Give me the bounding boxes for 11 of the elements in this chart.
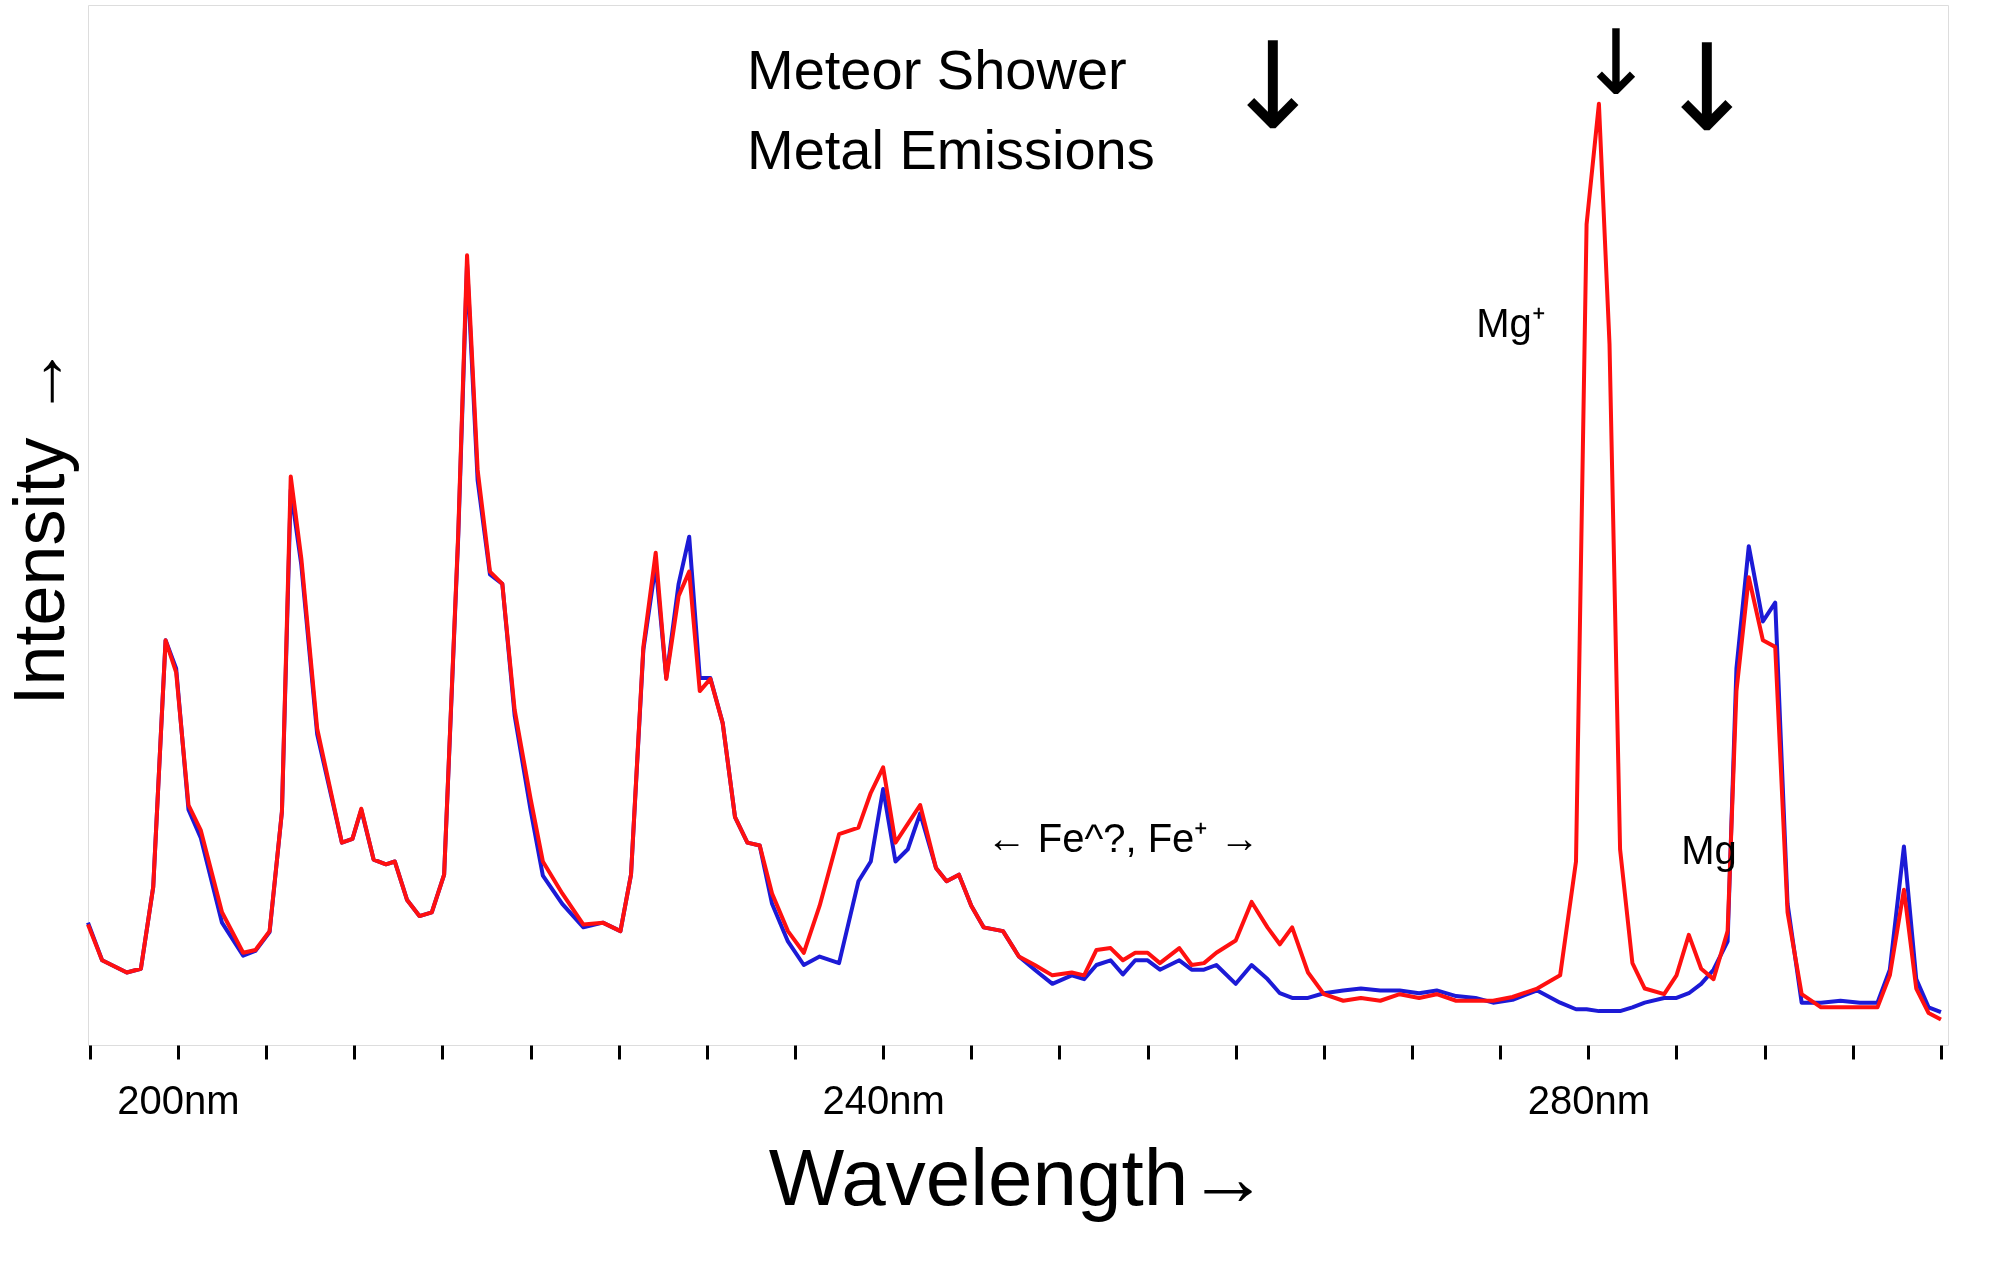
x-tick-label: 200nm bbox=[117, 1077, 240, 1122]
y-axis-title: Intensity → bbox=[0, 345, 79, 706]
annotation: ↓ bbox=[1222, 17, 1324, 156]
x-axis-title: Wavelength→ bbox=[768, 1132, 1269, 1222]
annotation: Mg⁺ bbox=[1476, 301, 1546, 345]
x-tick-label: 240nm bbox=[822, 1077, 945, 1122]
annotation: ↓ bbox=[1656, 19, 1758, 158]
annotation: ↓ bbox=[1578, 10, 1654, 115]
x-tick-label: 280nm bbox=[1527, 1077, 1650, 1122]
annotation: Meteor Shower Metal Emissions bbox=[747, 38, 1155, 181]
annotation: ← Fe^?, Fe⁺ → bbox=[986, 816, 1260, 860]
